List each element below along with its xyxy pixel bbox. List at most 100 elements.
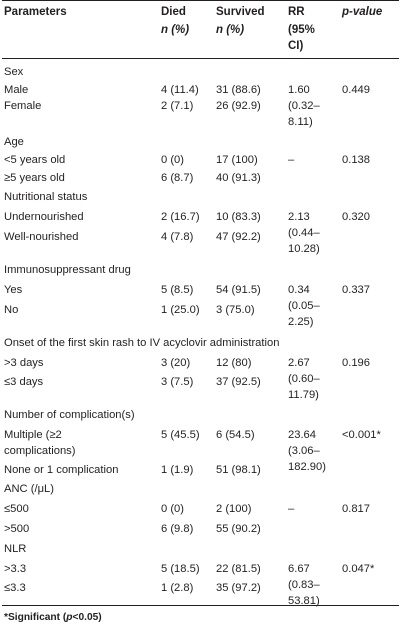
cell-onset-rr: 2.67 <box>288 357 310 369</box>
cell-complication-rr: 23.64 <box>288 429 316 441</box>
row-label-le3-days: ≤3 days <box>4 376 44 388</box>
cell-gt3-days-died: 3 (20) <box>161 357 191 369</box>
row-label-multiple: Multiple (≥2 <box>4 429 62 441</box>
cell-immuno-rr-ci-high: 2.25) <box>288 316 314 328</box>
cell-gt500-died: 6 (9.8) <box>161 523 194 535</box>
cell-anc-rr: – <box>288 503 295 515</box>
footnote-p: p <box>66 612 73 623</box>
header-rr-sub1: (95% <box>288 24 315 36</box>
cell-le33-survived: 35 (97.2) <box>216 582 261 594</box>
header-survived: Survived <box>216 6 265 18</box>
cell-nlr-rr-ci-low: (0.83– <box>288 579 320 591</box>
cell-le500-survived: 2 (100) <box>216 503 252 515</box>
row-label-gt3-days: >3 days <box>4 357 44 369</box>
cell-well-nourished-died: 4 (7.8) <box>161 231 194 243</box>
row-label-over5: ≥5 years old <box>4 172 65 184</box>
group-label-complications: Number of complication(s) <box>4 409 135 421</box>
cell-female-survived: 26 (92.9) <box>216 100 261 112</box>
cell-nlr-rr-ci-high: 53.81) <box>288 595 320 607</box>
cell-male-survived: 31 (88.6) <box>216 84 261 96</box>
group-label-nlr: NLR <box>4 543 27 555</box>
cell-multiple-survived: 6 (54.5) <box>216 429 255 441</box>
cell-immuno-rr-ci-low: (0.05– <box>288 300 320 312</box>
header-pvalue: p-value <box>342 6 383 18</box>
row-label-male: Male <box>4 84 29 96</box>
cell-le33-died: 1 (2.8) <box>161 582 194 594</box>
row-label-le33: ≤3.3 <box>4 582 26 594</box>
cell-multiple-died: 5 (45.5) <box>161 429 200 441</box>
cell-nutrition-rr-ci-low: (0.44– <box>288 227 320 239</box>
cell-age-rr: – <box>288 154 295 166</box>
group-label-anc: ANC (/μL) <box>4 483 54 495</box>
cell-sex-rr-ci-low: (0.32– <box>288 100 320 112</box>
cell-over5-died: 6 (8.7) <box>161 172 194 184</box>
cell-onset-p: 0.196 <box>342 357 370 369</box>
row-label-gt33: >3.3 <box>4 563 27 575</box>
table-top-rule <box>2 0 399 1</box>
row-label-yes: Yes <box>4 284 23 296</box>
row-label-no: No <box>4 304 19 316</box>
cell-nutrition-p: 0.320 <box>342 211 370 223</box>
cell-over5-survived: 40 (91.3) <box>216 172 261 184</box>
cell-complication-p: <0.001* <box>342 429 381 441</box>
cell-sex-p: 0.449 <box>342 84 370 96</box>
cell-onset-rr-ci-low: (0.60– <box>288 373 320 385</box>
header-rr-sub2: CI) <box>288 40 304 52</box>
cell-anc-p: 0.817 <box>342 503 370 515</box>
group-label-immunosuppressant: Immunosuppressant drug <box>4 264 131 276</box>
cell-undernourished-survived: 10 (83.3) <box>216 211 261 223</box>
group-label-sex: Sex <box>4 66 24 78</box>
cell-under5-survived: 17 (100) <box>216 154 258 166</box>
row-label-female: Female <box>4 100 42 112</box>
cell-none-or-one-died: 1 (1.9) <box>161 464 194 476</box>
row-label-gt500: >500 <box>4 523 30 535</box>
footnote-star: *Significant ( <box>4 612 67 623</box>
cell-complication-rr-ci-high: 182.90) <box>288 461 326 473</box>
row-label-none-or-one: None or 1 complication <box>4 464 119 476</box>
cell-immuno-rr: 0.34 <box>288 284 310 296</box>
row-label-undernourished: Undernourished <box>4 211 84 223</box>
cell-undernourished-died: 2 (16.7) <box>161 211 200 223</box>
cell-gt33-survived: 22 (81.5) <box>216 563 261 575</box>
header-parameters: Parameters <box>4 6 67 18</box>
header-died-sub: n (%) <box>161 24 190 36</box>
cell-none-or-one-survived: 51 (98.1) <box>216 464 261 476</box>
group-label-nutrition: Nutritional status <box>4 191 88 203</box>
cell-nlr-p: 0.047* <box>342 563 375 575</box>
cell-le3-days-survived: 37 (92.5) <box>216 376 261 388</box>
row-label-under5: <5 years old <box>4 154 66 166</box>
cell-gt3-days-survived: 12 (80) <box>216 357 252 369</box>
cell-female-died: 2 (7.1) <box>161 100 194 112</box>
cell-gt500-survived: 55 (90.2) <box>216 523 261 535</box>
cell-male-died: 4 (11.4) <box>161 84 199 96</box>
header-survived-sub: n (%) <box>216 24 245 36</box>
cell-under5-died: 0 (0) <box>161 154 185 166</box>
cell-gt33-died: 5 (18.5) <box>161 563 200 575</box>
cell-nutrition-rr-ci-high: 10.28) <box>288 243 320 255</box>
cell-well-nourished-survived: 47 (92.2) <box>216 231 261 243</box>
cell-le500-died: 0 (0) <box>161 503 185 515</box>
cell-yes-survived: 54 (91.5) <box>216 284 261 296</box>
cell-nutrition-rr: 2.13 <box>288 211 310 223</box>
table-bottom-rule <box>2 605 399 606</box>
footnote-rest: <0.05) <box>72 612 102 623</box>
cell-age-p: 0.138 <box>342 154 370 166</box>
cell-complication-rr-ci-low: (3.06– <box>288 445 320 457</box>
row-label-well-nourished: Well-nourished <box>4 231 79 243</box>
cell-no-died: 1 (25.0) <box>161 304 200 316</box>
cell-sex-rr-ci-high: 8.11) <box>288 116 313 128</box>
cell-no-survived: 3 (75.0) <box>216 304 255 316</box>
row-label-multiple-cont: complications) <box>4 445 76 457</box>
cell-le3-days-died: 3 (7.5) <box>161 376 194 388</box>
cell-immuno-p: 0.337 <box>342 284 370 296</box>
row-label-le500: ≤500 <box>4 503 29 515</box>
header-rr: RR <box>288 6 305 18</box>
cell-onset-rr-ci-high: 11.79) <box>288 389 319 401</box>
group-label-onset: Onset of the first skin rash to IV acycl… <box>4 337 280 349</box>
header-died: Died <box>161 6 186 18</box>
group-label-age: Age <box>4 136 24 148</box>
cell-yes-died: 5 (8.5) <box>161 284 194 296</box>
table-header-rule <box>2 58 399 59</box>
table-footnote: *Significant (p<0.05) <box>4 611 102 625</box>
